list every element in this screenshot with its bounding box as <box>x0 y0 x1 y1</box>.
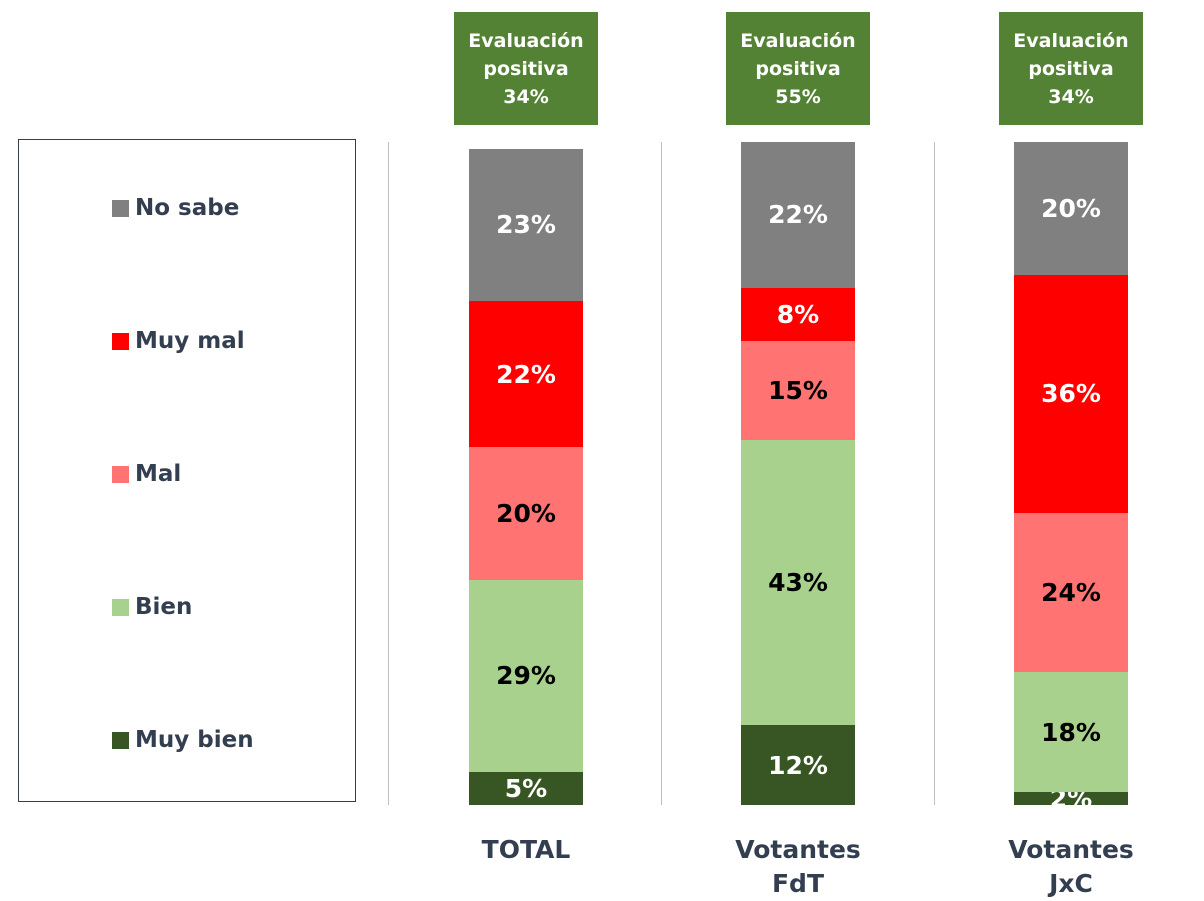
data-label: 23% <box>496 210 556 240</box>
data-label: 36% <box>1041 379 1101 409</box>
bar-segment: 22% <box>469 301 583 447</box>
data-label: 8% <box>776 299 820 329</box>
data-label: 43% <box>768 568 828 598</box>
x-tick-label: Votantes JxC <box>1008 835 1134 898</box>
bar-segment: 18% <box>1014 672 1128 792</box>
legend-item: Bien <box>112 591 192 623</box>
data-label: 24% <box>1041 578 1101 608</box>
legend-item: Mal <box>112 458 181 490</box>
legend-item: Muy bien <box>112 724 254 756</box>
bar-segment: 15% <box>741 340 855 441</box>
annotation-text: Evaluación positiva <box>740 29 856 80</box>
bar-segment: 36% <box>1014 274 1128 514</box>
annotation-value: 55% <box>775 85 821 108</box>
legend-swatch <box>112 199 129 217</box>
data-label: 18% <box>1041 717 1101 747</box>
annotation: Evaluación positiva 55% <box>726 12 870 125</box>
bar-segment: 43% <box>741 440 855 726</box>
bar-segment: 8% <box>741 287 855 341</box>
annotation-value: 34% <box>1048 85 1094 108</box>
bar-segment: 23% <box>469 148 583 302</box>
bar-segment: 2% <box>1014 784 1128 813</box>
annotation-value: 34% <box>503 85 549 108</box>
data-label: 15% <box>768 376 828 406</box>
separator <box>661 142 662 805</box>
data-label: 29% <box>496 661 556 691</box>
bar-segment: 22% <box>741 142 855 288</box>
legend-swatch <box>112 598 129 616</box>
legend <box>18 139 356 802</box>
bar-segment: 20% <box>1014 142 1128 275</box>
data-label: 20% <box>496 498 556 528</box>
bar-segment: 29% <box>469 579 583 772</box>
legend-swatch <box>112 332 129 350</box>
legend-item: Muy mal <box>112 325 245 357</box>
data-label: 12% <box>768 750 828 780</box>
legend-label: Muy mal <box>135 328 245 354</box>
x-tick-label: TOTAL <box>481 835 571 864</box>
data-label: 20% <box>1041 193 1101 223</box>
separator <box>934 142 935 805</box>
legend-label: Muy bien <box>135 727 254 753</box>
data-label: 5% <box>504 773 548 803</box>
data-label: 22% <box>496 359 556 389</box>
data-label: 22% <box>768 200 828 230</box>
bar-segment: 20% <box>469 446 583 580</box>
legend-label: No sabe <box>135 195 240 221</box>
legend-item: No sabe <box>112 192 239 224</box>
separator <box>388 142 389 805</box>
bar-segment: 5% <box>469 771 583 805</box>
annotation: Evaluación positiva 34% <box>454 12 598 125</box>
annotation-text: Evaluación positiva <box>1013 29 1129 80</box>
legend-swatch <box>112 731 129 749</box>
legend-label: Mal <box>135 461 182 487</box>
legend-label: Bien <box>135 594 193 620</box>
bar-segment: 24% <box>1014 513 1128 673</box>
legend-swatch <box>112 465 129 483</box>
annotation-text: Evaluación positiva <box>468 29 584 80</box>
annotation: Evaluación positiva 34% <box>999 12 1143 125</box>
bar-segment: 12% <box>741 725 855 805</box>
x-tick-label: Votantes FdT <box>735 835 861 898</box>
